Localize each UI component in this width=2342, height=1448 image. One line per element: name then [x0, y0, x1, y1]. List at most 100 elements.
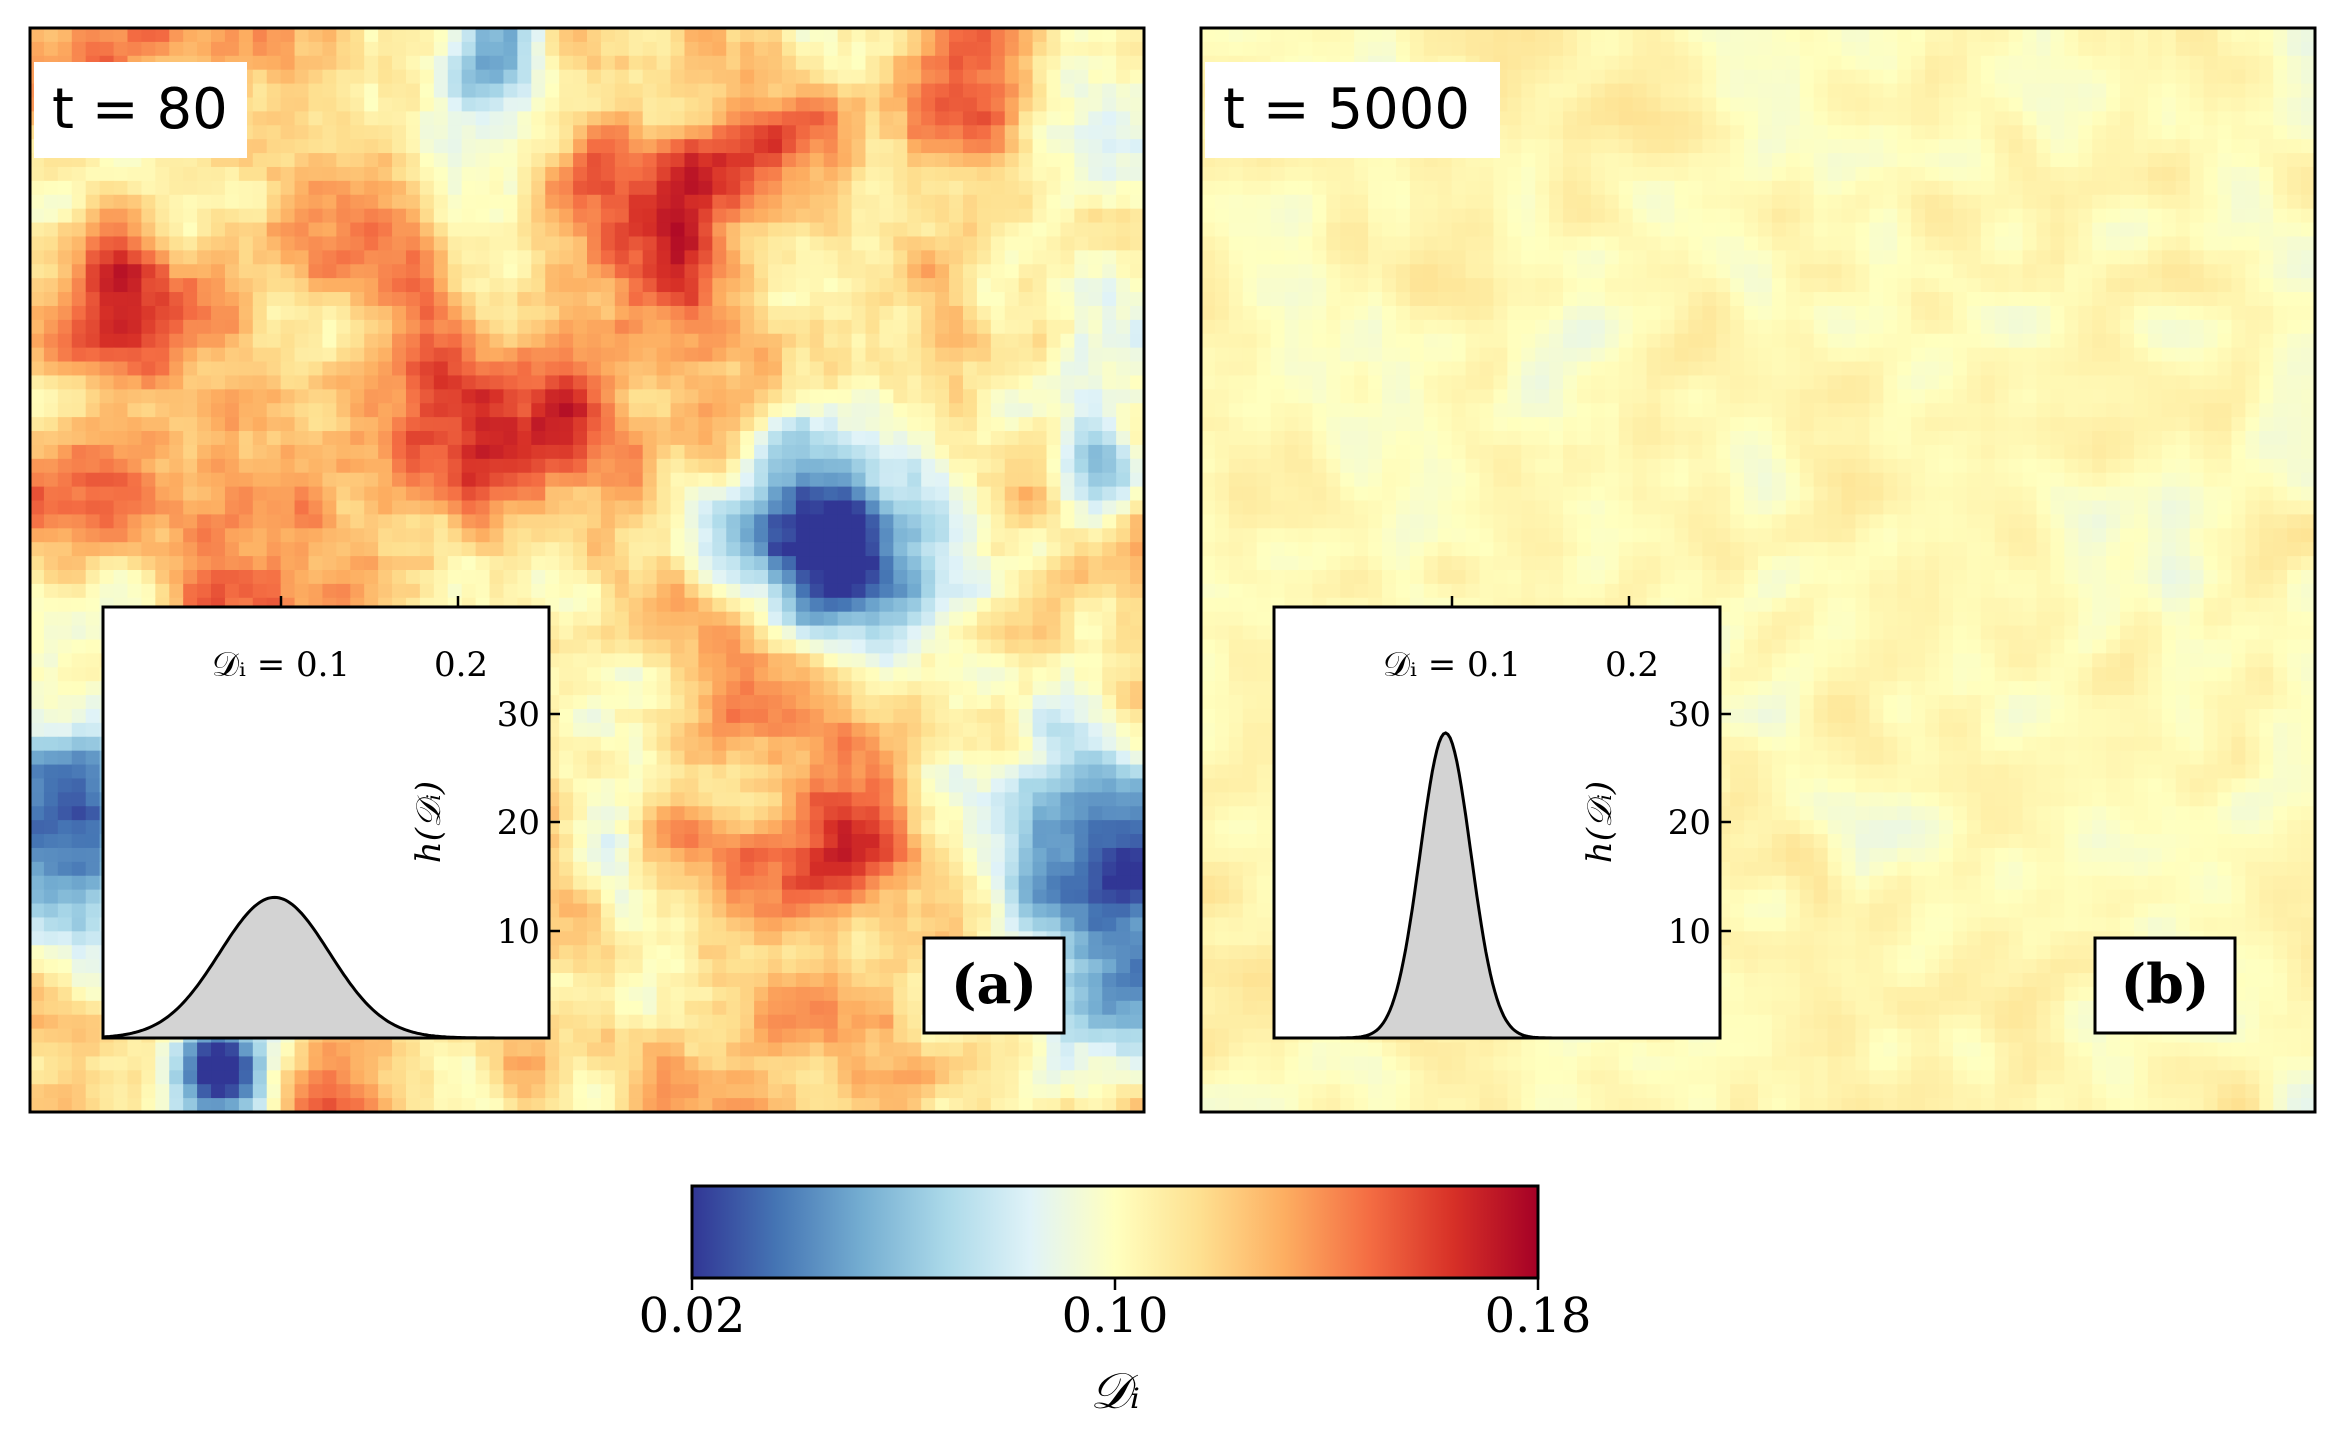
heatmap-a-cell [670, 834, 686, 849]
heatmap-a-cell [308, 55, 324, 71]
heatmap-a-cell [266, 278, 282, 293]
heatmap-a-cell [809, 347, 825, 363]
heatmap-a-cell [823, 570, 839, 585]
heatmap-a-cell [392, 458, 407, 474]
heatmap-a-cell [893, 764, 908, 780]
heatmap-a-cell [907, 653, 922, 668]
heatmap-a-cell [1130, 431, 1144, 446]
heatmap-a-cell [364, 556, 379, 571]
heatmap-a-cell [461, 500, 477, 516]
heatmap-a-cell [280, 500, 296, 516]
heatmap-a-cell [211, 278, 226, 293]
heatmap-a-cell [197, 264, 212, 279]
heatmap-a-cell [85, 194, 101, 210]
heatmap-a-cell [1116, 180, 1131, 196]
heatmap-a-cell [224, 431, 240, 446]
heatmap-a-cell [990, 722, 1006, 738]
heatmap-a-cell [962, 681, 978, 696]
heatmap-a-cell [1046, 667, 1062, 682]
heatmap-a-cell [740, 764, 755, 780]
heatmap-a-cell [628, 208, 644, 224]
heatmap-a-cell [962, 375, 978, 390]
heatmap-a-cell [935, 681, 950, 696]
heatmap-a-cell [489, 222, 505, 238]
heatmap-a-cell [447, 347, 463, 363]
heatmap-a-cell [489, 361, 505, 377]
heatmap-a-cell [573, 847, 588, 863]
heatmap-a-cell [726, 834, 741, 849]
heatmap-a-cell [405, 556, 421, 571]
heatmap-a-cell [712, 403, 727, 418]
heatmap-a-cell [642, 861, 658, 877]
heatmap-a-cell [517, 472, 532, 488]
heatmap-a-cell [879, 55, 894, 71]
heatmap-a-cell [155, 389, 170, 404]
heatmap-a-cell [43, 528, 59, 543]
heatmap-a-cell [907, 375, 922, 390]
heatmap-a-cell [726, 236, 741, 251]
heatmap-a-cell [30, 681, 45, 696]
heatmap-a-cell [1074, 736, 1089, 752]
heatmap-a-cell [43, 653, 59, 668]
heatmap-a-cell [614, 139, 630, 154]
heatmap-a-cell [1046, 570, 1062, 585]
heatmap-a-cell [809, 97, 825, 112]
heatmap-a-cell [1074, 444, 1089, 460]
heatmap-a-cell [1018, 792, 1034, 807]
heatmap-a-cell [809, 722, 825, 738]
heatmap-a-cell [211, 500, 226, 516]
heatmap-a-cell [266, 319, 282, 335]
heatmap-a-cell [935, 222, 950, 238]
heatmap-a-cell [795, 125, 811, 140]
heatmap-a-cell [559, 69, 574, 85]
heatmap-a-cell [628, 403, 644, 418]
heatmap-a-cell [197, 375, 212, 390]
heatmap-a-cell [614, 486, 630, 502]
heatmap-a-cell [642, 625, 658, 641]
heatmap-a-cell [976, 681, 992, 696]
heatmap-a-cell [656, 319, 672, 335]
heatmap-a-cell [754, 667, 769, 682]
heatmap-a-cell [57, 264, 73, 279]
heatmap-a-cell [935, 792, 950, 807]
heatmap-a-cell [489, 28, 505, 43]
heatmap-a-cell [656, 792, 672, 807]
heatmap-a-cell [169, 375, 184, 390]
heatmap-a-cell [238, 389, 254, 404]
heatmap-a-cell [1130, 847, 1144, 863]
heatmap-a-cell [1116, 417, 1131, 432]
heatmap-a-cell [935, 166, 950, 182]
heatmap-a-cell [85, 542, 101, 557]
heatmap-a-cell [71, 722, 87, 738]
heatmap-a-cell [949, 667, 964, 682]
heatmap-a-cell [252, 556, 268, 571]
heatmap-a-cell [684, 83, 700, 99]
heatmap-a-cell [684, 153, 700, 168]
heatmap-a-cell [1116, 875, 1131, 891]
heatmap-a-cell [85, 847, 101, 863]
heatmap-a-cell [350, 472, 365, 488]
heatmap-a-cell [113, 28, 129, 43]
heatmap-a-cell [1060, 264, 1075, 279]
heatmap-a-cell [587, 722, 602, 738]
heatmap-a-cell [865, 708, 881, 724]
heatmap-a-cell [907, 361, 922, 377]
heatmap-a-cell [1102, 653, 1117, 668]
heatmap-a-cell [949, 695, 964, 710]
heatmap-a-cell [837, 28, 853, 43]
heatmap-a-cell [475, 208, 491, 224]
heatmap-a-cell [726, 736, 741, 752]
heatmap-a-cell [85, 792, 101, 807]
heatmap-a-cell [169, 292, 184, 307]
heatmap-a-cell [962, 403, 978, 418]
heatmap-a-cell [1130, 28, 1144, 43]
heatmap-a-cell [893, 208, 908, 224]
heatmap-a-cell [587, 153, 602, 168]
heatmap-a-cell [155, 333, 170, 349]
heatmap-a-cell [461, 83, 477, 99]
heatmap-a-cell [684, 236, 700, 251]
heatmap-a-cell [921, 83, 936, 99]
heatmap-a-cell [851, 278, 867, 293]
heatmap-a-cell [907, 542, 922, 557]
heatmap-a-cell [336, 361, 351, 377]
